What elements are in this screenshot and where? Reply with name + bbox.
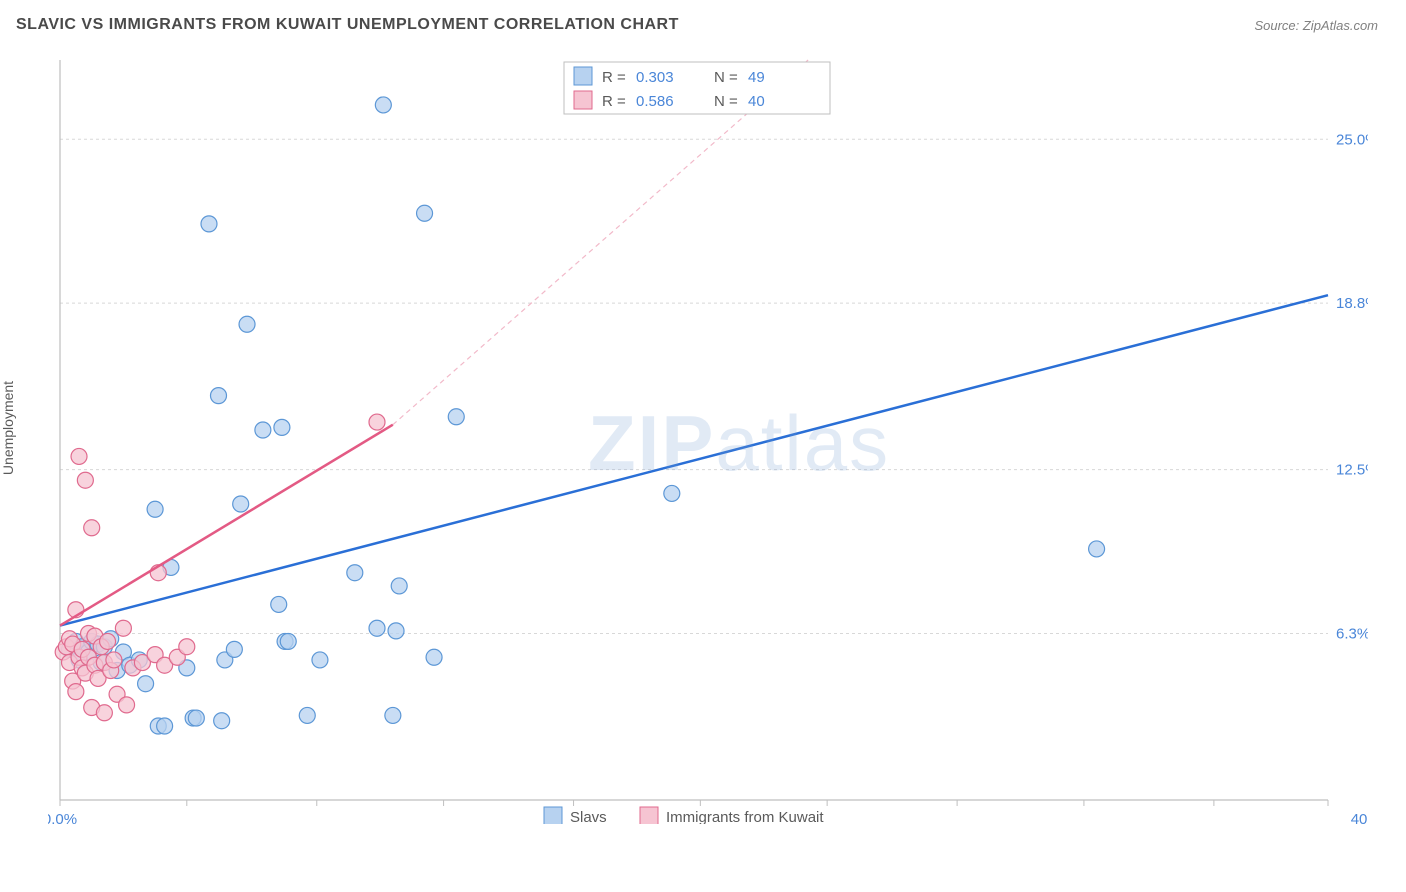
svg-text:0.0%: 0.0% [48, 811, 77, 824]
svg-text:12.5%: 12.5% [1336, 462, 1368, 479]
chart-plot-area: ZIPatlas 6.3%12.5%18.8%25.0%0.0%40.0%R =… [48, 48, 1368, 824]
svg-text:40.0%: 40.0% [1351, 811, 1368, 824]
svg-text:R =: R = [602, 93, 626, 110]
svg-text:49: 49 [748, 69, 765, 86]
svg-text:18.8%: 18.8% [1336, 295, 1368, 312]
svg-text:0.586: 0.586 [636, 93, 674, 110]
source-label: Source: ZipAtlas.com [1254, 18, 1378, 33]
svg-text:6.3%: 6.3% [1336, 626, 1368, 643]
y-axis-label: Unemployment [0, 381, 16, 475]
svg-text:Slavs: Slavs [570, 809, 607, 824]
svg-text:40: 40 [748, 93, 765, 110]
scatter-chart-svg: 6.3% 12.5% 18.8% 25.0% 0.0% 40.0% R = 0.303 N = 4… [48, 48, 1368, 824]
svg-text:R =: R = [602, 69, 626, 86]
svg-text:0.303: 0.303 [636, 69, 674, 86]
svg-text:Immigrants from Kuwait: Immigrants from Kuwait [666, 809, 824, 824]
chart-header: SLAVIC VS IMMIGRANTS FROM KUWAIT UNEMPLO… [0, 0, 1406, 42]
svg-text:25.0%: 25.0% [1336, 131, 1368, 148]
chart-title: SLAVIC VS IMMIGRANTS FROM KUWAIT UNEMPLO… [16, 16, 679, 34]
svg-text:N =: N = [714, 69, 738, 86]
svg-text:N =: N = [714, 93, 738, 110]
